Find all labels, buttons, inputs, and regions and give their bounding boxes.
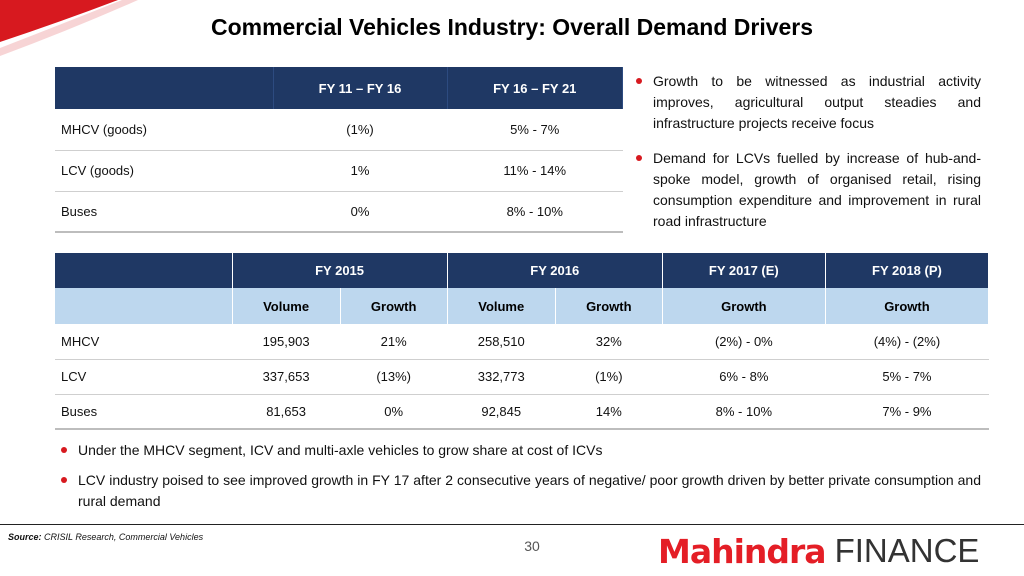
table-cell: 337,653 (232, 359, 341, 395)
corner-decoration (0, 0, 138, 56)
header-cell: Growth (555, 288, 663, 324)
demand-drivers-list: Growth to be witnessed as industrial act… (636, 71, 981, 246)
row-label: MHCV (goods) (55, 109, 273, 151)
table-cell: 81,653 (232, 394, 341, 430)
header-cell (55, 253, 233, 288)
page-title: Commercial Vehicles Industry: Overall De… (210, 14, 814, 40)
bullet-text: LCV industry poised to see improved grow… (78, 472, 981, 509)
bullet-dot-icon (61, 447, 67, 453)
table-row: MHCV (goods) (1%) 5% - 7% (55, 109, 623, 151)
table-sub-header-row: Volume Growth Volume Growth Growth Growt… (55, 288, 990, 324)
table-row: MHCV 195,903 21% 258,510 32% (2%) - 0% (… (55, 324, 989, 360)
table-cell: 7% - 9% (825, 394, 989, 430)
source-label: Source: (8, 532, 42, 542)
page-number: 30 (524, 538, 540, 554)
header-cell: Growth (340, 288, 448, 324)
list-item: Under the MHCV segment, ICV and multi-ax… (61, 440, 981, 461)
table-header-row: FY 11 – FY 16 FY 16 – FY 21 (55, 67, 623, 109)
header-cell: Growth (662, 288, 826, 324)
header-cell (55, 288, 233, 324)
bullet-dot-icon (61, 477, 67, 483)
table-group-header-row: FY 2015 FY 2016 FY 2017 (E) FY 2018 (P) (55, 253, 990, 288)
table-cell: 0% (273, 191, 447, 233)
table-cell: 92,845 (447, 394, 556, 430)
table-row: Buses 81,653 0% 92,845 14% 8% - 10% 7% -… (55, 394, 989, 430)
bullet-text: Growth to be witnessed as industrial act… (653, 73, 981, 131)
table-cell: (1%) (555, 359, 663, 395)
header-cell: Volume (447, 288, 556, 324)
table-row: LCV 337,653 (13%) 332,773 (1%) 6% - 8% 5… (55, 359, 989, 395)
table-cell: 1% (273, 150, 447, 192)
segment-notes-list: Under the MHCV segment, ICV and multi-ax… (61, 440, 981, 521)
bullet-text: Demand for LCVs fuelled by increase of h… (653, 150, 981, 229)
bullet-text: Under the MHCV segment, ICV and multi-ax… (78, 442, 603, 458)
logo-brand-text: Mahindra (658, 531, 827, 571)
header-cell: Growth (825, 288, 990, 324)
table-cell: 11% - 14% (447, 150, 623, 192)
table-cell: 6% - 8% (662, 359, 826, 395)
table-row: LCV (goods) 1% 11% - 14% (55, 150, 623, 192)
row-label: Buses (55, 394, 232, 430)
table-cell: (1%) (273, 109, 447, 151)
header-cell: FY 2015 (232, 253, 448, 288)
table-cell: (4%) - (2%) (825, 324, 989, 360)
header-cell: FY 11 – FY 16 (273, 67, 448, 109)
table-cell: 14% (555, 394, 663, 430)
list-item: Demand for LCVs fuelled by increase of h… (636, 148, 981, 232)
table-cell: (2%) - 0% (662, 324, 826, 360)
table-cell: 32% (555, 324, 663, 360)
table-cell: 195,903 (232, 324, 341, 360)
table-cell: 5% - 7% (825, 359, 989, 395)
header-cell: FY 16 – FY 21 (447, 67, 623, 109)
header-cell: FY 2018 (P) (825, 253, 990, 288)
footer-divider (0, 524, 1024, 525)
bullet-dot-icon (636, 78, 642, 84)
table-cell: 8% - 10% (447, 191, 623, 233)
logo-sub-text: FINANCE (834, 532, 980, 569)
table-cell: 21% (340, 324, 448, 360)
table-cell: 5% - 7% (447, 109, 623, 151)
row-label: MHCV (55, 324, 232, 360)
table-cell: (13%) (340, 359, 448, 395)
source-text: CRISIL Research, Commercial Vehicles (41, 532, 204, 542)
volume-growth-table: FY 2015 FY 2016 FY 2017 (E) FY 2018 (P) … (55, 253, 990, 430)
row-label: LCV (55, 359, 232, 395)
table-cell: 258,510 (447, 324, 556, 360)
header-cell: FY 2017 (E) (662, 253, 826, 288)
header-cell: FY 2016 (447, 253, 663, 288)
header-cell (55, 67, 274, 109)
row-label: LCV (goods) (55, 150, 273, 192)
list-item: Growth to be witnessed as industrial act… (636, 71, 981, 134)
growth-forecast-table: FY 11 – FY 16 FY 16 – FY 21 MHCV (goods)… (55, 67, 623, 233)
mahindra-finance-logo: Mahindra FINANCE (658, 531, 980, 571)
list-item: LCV industry poised to see improved grow… (61, 470, 981, 512)
row-label: Buses (55, 191, 273, 233)
table-cell: 0% (340, 394, 448, 430)
header-cell: Volume (232, 288, 341, 324)
table-row: Buses 0% 8% - 10% (55, 191, 623, 233)
table-cell: 8% - 10% (662, 394, 826, 430)
source-note: Source: CRISIL Research, Commercial Vehi… (8, 532, 203, 542)
table-cell: 332,773 (447, 359, 556, 395)
bullet-dot-icon (636, 155, 642, 161)
